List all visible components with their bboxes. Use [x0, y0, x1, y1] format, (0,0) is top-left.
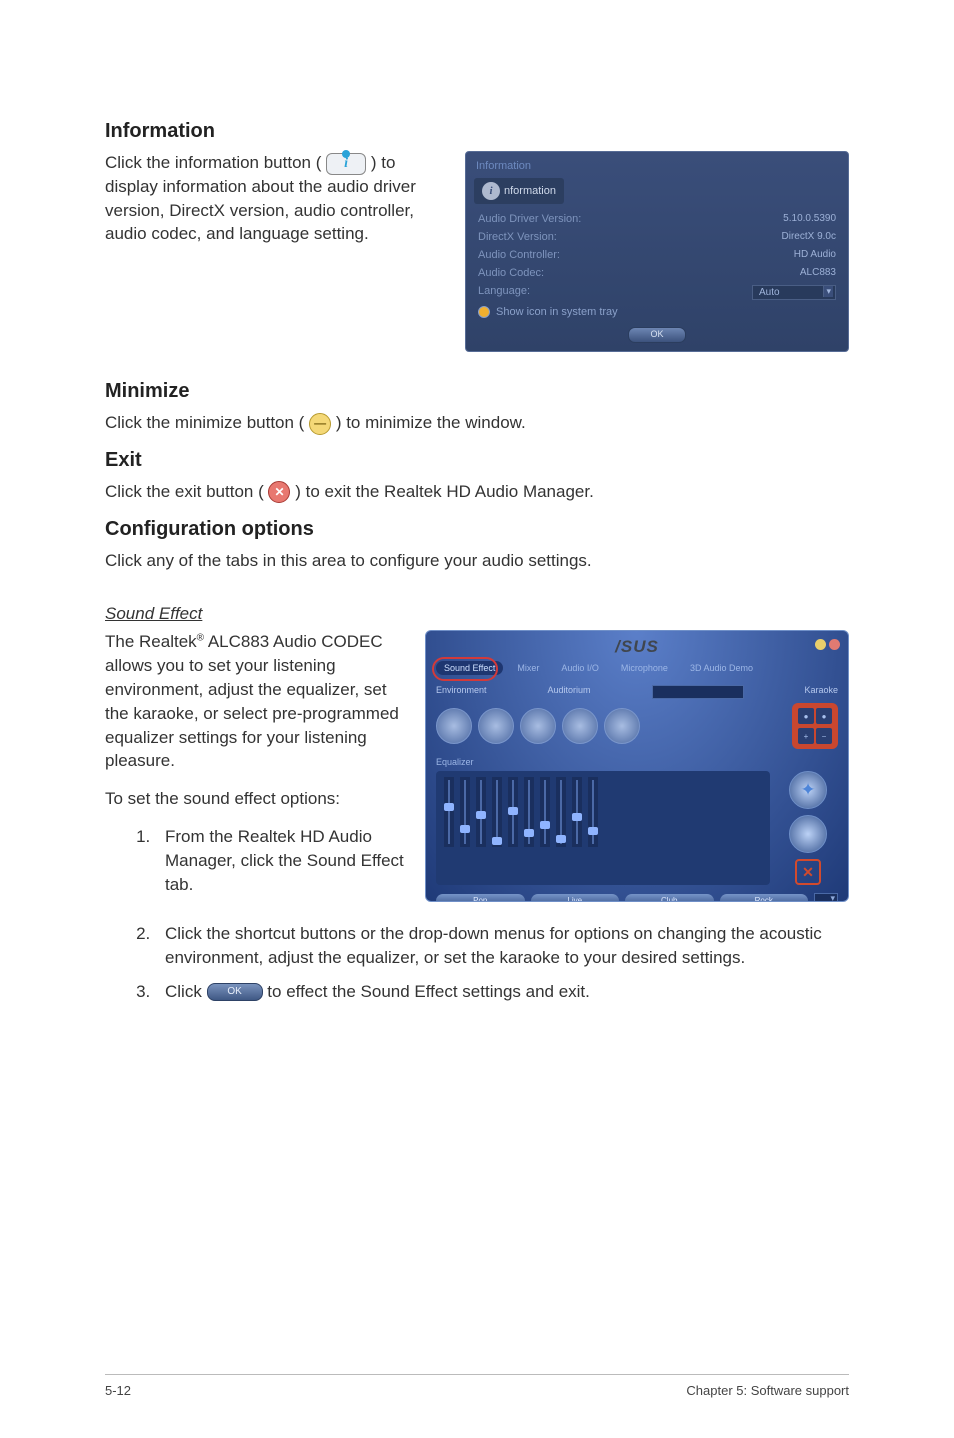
window-controls	[815, 639, 840, 650]
text: Click	[165, 982, 207, 1001]
value: HD Audio	[794, 249, 836, 261]
panel-ok-button[interactable]: OK	[628, 327, 686, 343]
minimize-icon: —	[309, 413, 331, 435]
footer-chapter: Chapter 5: Software support	[686, 1383, 849, 1398]
env-preset-4[interactable]	[562, 708, 598, 744]
label-environment: Environment	[436, 685, 487, 699]
sound-effect-panel: /SUS Sound Effect Mixer Audio I/O Microp…	[425, 630, 849, 902]
heading-information: Information	[105, 120, 849, 143]
systray-label: Show icon in system tray	[496, 306, 618, 318]
language-select[interactable]: Auto	[752, 285, 836, 300]
footer-page-number: 5-12	[105, 1383, 131, 1398]
preset-select[interactable]	[814, 893, 838, 902]
label-equalizer: Equalizer	[436, 757, 838, 767]
step-3: Click OK to effect the Sound Effect sett…	[155, 980, 849, 1004]
preset-club[interactable]: Club	[625, 894, 714, 902]
close-window-icon[interactable]	[829, 639, 840, 650]
tab-3d-demo[interactable]: 3D Audio Demo	[682, 661, 761, 675]
eq-dial-c[interactable]	[789, 815, 827, 853]
text: Click the minimize button (	[105, 413, 304, 432]
systray-radio-icon	[478, 306, 490, 318]
label: Audio Controller:	[478, 249, 560, 261]
exit-icon: ✕	[268, 481, 290, 503]
text: Click the exit button (	[105, 482, 264, 501]
eq-reset-icon[interactable]: ✕	[795, 859, 821, 885]
text: ) to minimize the window.	[336, 413, 526, 432]
value: 5.10.0.5390	[783, 213, 836, 225]
panel-title: Information	[472, 158, 842, 178]
minimize-window-icon[interactable]	[815, 639, 826, 650]
environment-select[interactable]	[652, 685, 744, 699]
label-karaoke: Karaoke	[804, 685, 838, 699]
env-preset-2[interactable]	[478, 708, 514, 744]
text: Click the information button (	[105, 153, 321, 172]
equalizer-sliders[interactable]	[436, 771, 770, 885]
tab-microphone[interactable]: Microphone	[613, 661, 676, 675]
subheading-sound-effect: Sound Effect	[105, 604, 849, 624]
env-preset-5[interactable]	[604, 708, 640, 744]
row-controller: Audio Controller: HD Audio	[472, 246, 842, 264]
config-paragraph: Click any of the tabs in this area to co…	[105, 549, 849, 573]
step-2: Click the shortcut buttons or the drop-d…	[155, 922, 849, 970]
text: The Realtek	[105, 632, 197, 651]
information-paragraph: Click the information button ( ) to disp…	[105, 151, 445, 246]
step-1: From the Realtek HD Audio Manager, click…	[155, 825, 405, 896]
tab-mixer[interactable]: Mixer	[509, 661, 547, 675]
text: to effect the Sound Effect settings and …	[267, 982, 590, 1001]
label: Language:	[478, 285, 530, 300]
heading-config: Configuration options	[105, 518, 849, 541]
karaoke-controls[interactable]: ●●+−	[792, 703, 838, 749]
heading-minimize: Minimize	[105, 380, 849, 403]
row-codec: Audio Codec: ALC883	[472, 264, 842, 282]
badge-label: nformation	[504, 185, 556, 197]
value: DirectX 9.0c	[782, 231, 836, 243]
row-language: Language: Auto	[472, 282, 842, 303]
information-badge: i nformation	[474, 178, 564, 204]
text: ) to exit the Realtek HD Audio Manager.	[295, 482, 594, 501]
eq-dial[interactable]	[789, 771, 827, 809]
env-preset-3[interactable]	[520, 708, 556, 744]
info-badge-icon: i	[482, 182, 500, 200]
label: Audio Driver Version:	[478, 213, 581, 225]
row-systray[interactable]: Show icon in system tray	[472, 303, 842, 321]
label-auditorium: Auditorium	[548, 685, 591, 699]
env-preset-1[interactable]	[436, 708, 472, 744]
se-intro: The Realtek® ALC883 Audio CODEC allows y…	[105, 630, 405, 773]
ok-icon: OK	[207, 983, 263, 1001]
text: ALC883 Audio CODEC allows you to set you…	[105, 632, 399, 770]
info-icon	[326, 153, 366, 175]
preset-pop[interactable]: Pop	[436, 894, 525, 902]
information-panel: Information i nformation Audio Driver Ve…	[465, 151, 849, 352]
value: ALC883	[800, 267, 836, 279]
highlight-ring	[432, 657, 498, 681]
tab-audio-io[interactable]: Audio I/O	[553, 661, 607, 675]
preset-rock[interactable]: Rock	[720, 894, 809, 902]
exit-paragraph: Click the exit button ( ✕ ) to exit the …	[105, 480, 849, 504]
se-to-set: To set the sound effect options:	[105, 787, 405, 811]
row-dx: DirectX Version: DirectX 9.0c	[472, 228, 842, 246]
registered-mark: ®	[197, 633, 204, 644]
label: Audio Codec:	[478, 267, 544, 279]
preset-live[interactable]: Live	[531, 894, 620, 902]
heading-exit: Exit	[105, 449, 849, 472]
minimize-paragraph: Click the minimize button ( — ) to minim…	[105, 411, 849, 435]
label: DirectX Version:	[478, 231, 557, 243]
row-driver: Audio Driver Version: 5.10.0.5390	[472, 210, 842, 228]
